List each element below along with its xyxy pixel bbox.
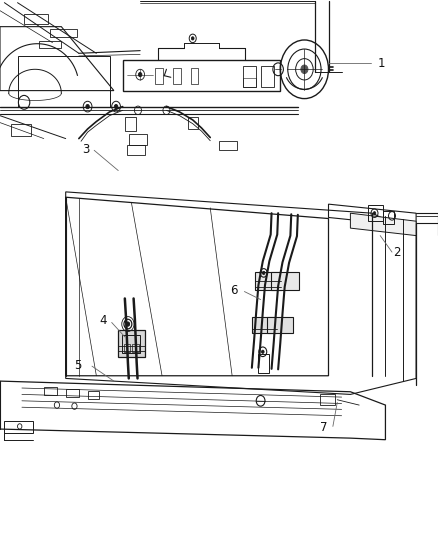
Bar: [39, 41, 61, 48]
Bar: [44, 387, 57, 395]
Text: 5: 5: [74, 359, 81, 372]
Bar: [155, 68, 163, 84]
Circle shape: [114, 104, 118, 109]
Circle shape: [261, 350, 264, 353]
Bar: [122, 335, 140, 353]
Bar: [188, 117, 198, 129]
Circle shape: [126, 322, 130, 326]
Text: 3: 3: [82, 143, 89, 156]
Bar: [24, 14, 48, 24]
Bar: [132, 344, 139, 352]
Bar: [191, 68, 198, 84]
Text: 1: 1: [377, 57, 385, 70]
Bar: [261, 66, 274, 87]
Bar: [243, 66, 256, 87]
Bar: [271, 272, 299, 290]
Text: 7: 7: [320, 421, 328, 434]
Bar: [11, 124, 31, 136]
Text: 2: 2: [392, 246, 400, 259]
Bar: [252, 317, 276, 333]
Bar: [129, 134, 147, 145]
Bar: [88, 391, 99, 399]
Circle shape: [86, 104, 89, 109]
Polygon shape: [350, 213, 416, 236]
Bar: [66, 389, 79, 397]
Bar: [368, 205, 383, 221]
Circle shape: [138, 72, 142, 77]
Bar: [255, 272, 281, 290]
Bar: [118, 330, 145, 357]
Bar: [320, 394, 335, 405]
Bar: [173, 68, 181, 84]
Bar: [258, 354, 269, 373]
Bar: [127, 145, 145, 155]
Circle shape: [301, 65, 308, 74]
Circle shape: [191, 37, 194, 40]
Text: 4: 4: [99, 314, 107, 327]
Circle shape: [373, 212, 376, 215]
Bar: [219, 141, 237, 150]
Text: 6: 6: [230, 284, 238, 297]
Bar: [124, 344, 130, 352]
Bar: [50, 29, 77, 37]
Bar: [125, 117, 136, 131]
Bar: [383, 211, 394, 224]
Bar: [267, 317, 293, 333]
Bar: [243, 78, 256, 87]
Circle shape: [262, 271, 265, 274]
Bar: [4, 421, 33, 433]
